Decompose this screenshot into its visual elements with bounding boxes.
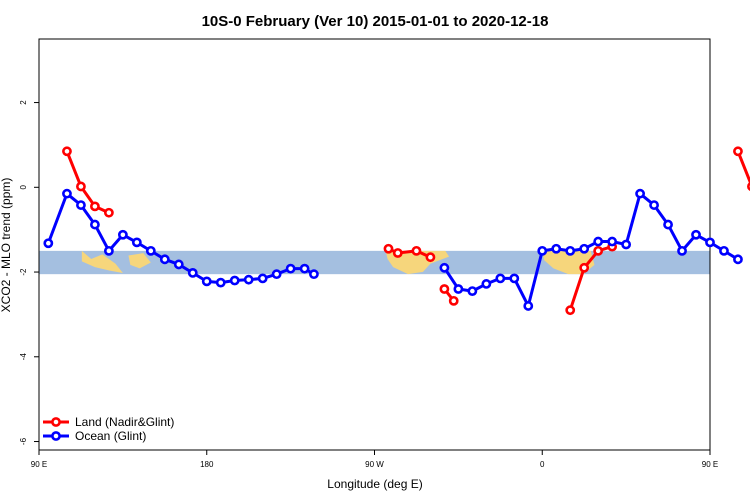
ocean-point bbox=[257, 273, 268, 284]
ocean-point bbox=[691, 229, 701, 240]
ocean-point bbox=[103, 245, 114, 256]
land-point bbox=[392, 248, 403, 258]
ocean-point bbox=[509, 273, 520, 284]
land-line bbox=[65, 150, 110, 215]
ocean-point bbox=[131, 237, 142, 248]
ocean-point bbox=[663, 219, 673, 230]
y-tick-label: 0 bbox=[19, 185, 28, 190]
land-point bbox=[448, 295, 459, 306]
x-tick-label: 90 W bbox=[365, 460, 384, 469]
ocean-point bbox=[215, 277, 226, 288]
land-point bbox=[103, 207, 114, 218]
land-point bbox=[411, 245, 422, 256]
ocean-point bbox=[705, 237, 715, 248]
ocean-line bbox=[443, 192, 739, 308]
land-point bbox=[90, 201, 100, 212]
ocean-point bbox=[187, 267, 198, 278]
ocean-point bbox=[649, 200, 659, 210]
ocean-point bbox=[537, 245, 548, 256]
map-land bbox=[128, 253, 151, 269]
land-line bbox=[387, 247, 432, 259]
y-axis-label: XCO2 - MLO trend (ppm) bbox=[0, 178, 13, 313]
ocean-point bbox=[62, 188, 72, 199]
land-point bbox=[733, 146, 743, 157]
ocean-point bbox=[593, 236, 604, 247]
ocean-point bbox=[453, 284, 464, 294]
legend-marker-land bbox=[51, 417, 61, 427]
y-tick-label: -6 bbox=[19, 437, 28, 445]
land-point bbox=[425, 252, 436, 263]
ocean-point bbox=[43, 238, 54, 249]
ocean-point bbox=[173, 259, 184, 270]
y-tick-label: 2 bbox=[19, 100, 28, 105]
x-tick-label: 90 E bbox=[702, 460, 718, 469]
ocean-point bbox=[607, 236, 618, 247]
x-axis-label: Longitude (deg E) bbox=[327, 477, 422, 491]
legend-label-ocean: Ocean (Glint) bbox=[75, 429, 146, 443]
ocean-point bbox=[439, 262, 450, 273]
ocean-point bbox=[90, 219, 100, 230]
ocean-point bbox=[495, 273, 506, 284]
land-line bbox=[568, 245, 613, 311]
ocean-point bbox=[677, 245, 687, 256]
chart-title: 10S-0 February (Ver 10) 2015-01-01 to 20… bbox=[202, 13, 549, 30]
ocean-point bbox=[733, 254, 743, 265]
map-band bbox=[39, 250, 710, 275]
x-tick-label: 180 bbox=[200, 460, 214, 469]
land-line bbox=[736, 150, 750, 186]
ocean-point bbox=[719, 245, 729, 256]
land-point bbox=[565, 305, 576, 316]
legend-label-land: Land (Nadir&Glint) bbox=[75, 415, 174, 429]
ocean-point bbox=[159, 254, 170, 265]
ocean-point bbox=[523, 301, 534, 311]
y-tick-label: -4 bbox=[19, 353, 28, 361]
land-point bbox=[383, 243, 394, 254]
ocean-point bbox=[309, 269, 319, 280]
ocean-point bbox=[635, 188, 646, 199]
ocean-point bbox=[621, 239, 632, 250]
x-axis: 90 E 180 90 W 0 90 E bbox=[31, 450, 718, 469]
ocean-point bbox=[579, 243, 590, 254]
ocean-point bbox=[467, 286, 478, 297]
ocean-point bbox=[285, 263, 296, 274]
y-tick-label: -2 bbox=[19, 268, 28, 276]
ocean-point bbox=[117, 229, 128, 240]
land-point bbox=[62, 146, 72, 157]
ocean-point bbox=[76, 200, 86, 210]
ocean-point bbox=[551, 243, 562, 254]
x-tick-label: 0 bbox=[540, 460, 545, 469]
ocean-point bbox=[565, 245, 576, 256]
land-point bbox=[579, 262, 590, 273]
map-land bbox=[81, 250, 123, 273]
series-ocean bbox=[43, 188, 743, 311]
ocean-point bbox=[145, 245, 156, 256]
x-tick-label: 90 E bbox=[31, 460, 47, 469]
series-layer bbox=[43, 146, 750, 316]
ocean-point bbox=[481, 279, 492, 289]
land-point bbox=[439, 284, 450, 294]
legend-marker-ocean bbox=[51, 431, 61, 441]
ocean-point bbox=[243, 274, 254, 285]
ocean-point bbox=[229, 275, 240, 286]
ocean-point bbox=[271, 269, 282, 280]
land-point bbox=[593, 245, 604, 256]
series-land bbox=[62, 146, 750, 316]
land-point bbox=[76, 181, 86, 192]
ocean-point bbox=[299, 263, 310, 274]
legend: Land (Nadir&Glint)Ocean (Glint) bbox=[43, 415, 174, 443]
y-axis: -6 -4 -2 0 2 bbox=[19, 100, 39, 445]
ocean-point bbox=[201, 276, 212, 287]
